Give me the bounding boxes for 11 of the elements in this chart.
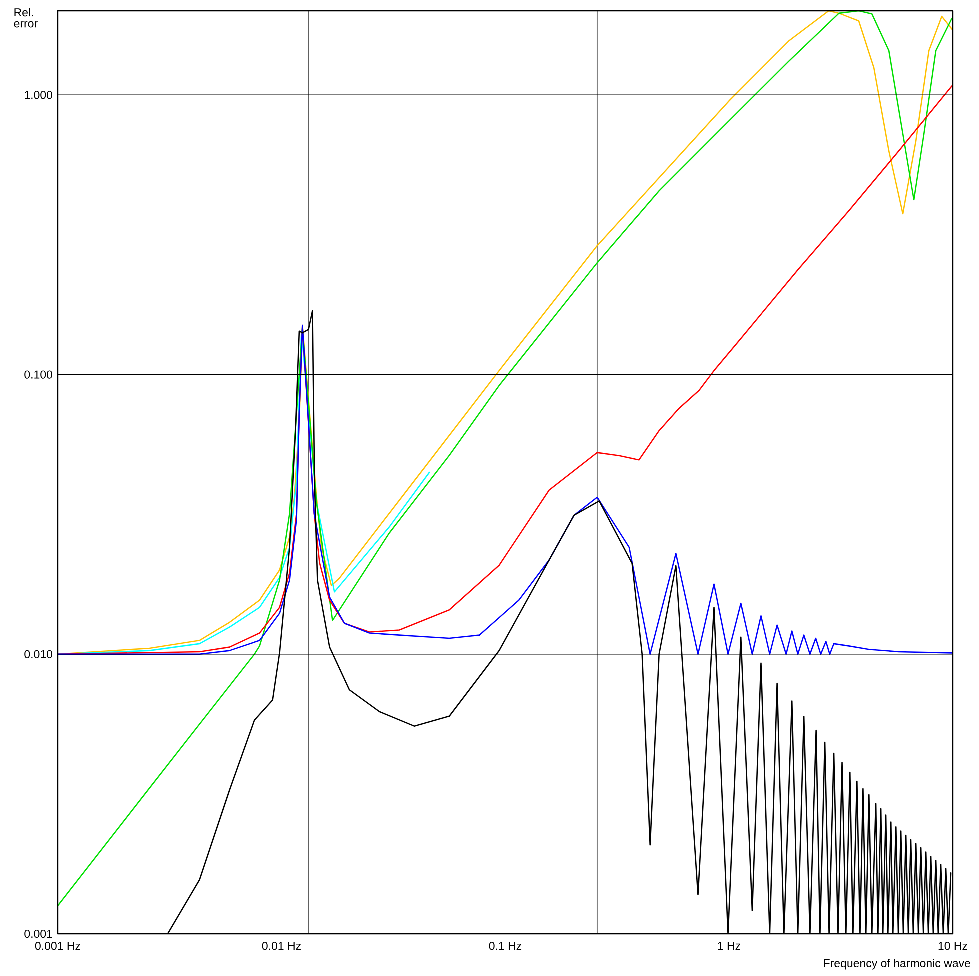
y-tick-label: 0.001	[24, 930, 52, 938]
x-tick-label: 0.01 Hz	[262, 942, 301, 950]
x-tick-label: 1 Hz	[718, 942, 740, 950]
y-tick-label: 1.000	[25, 91, 53, 100]
x-tick-label: 0.1 Hz	[489, 942, 522, 950]
y-tick-label: 0.010	[24, 650, 53, 658]
x-tick-label: 10 Hz	[938, 942, 968, 950]
y-tick-label: 0.100	[24, 370, 53, 379]
x-tick-label: 0.001 Hz	[35, 942, 80, 950]
x-axis-title: Frequency of harmonic wave	[824, 959, 970, 970]
y-axis-title: Rel. error	[14, 8, 38, 28]
